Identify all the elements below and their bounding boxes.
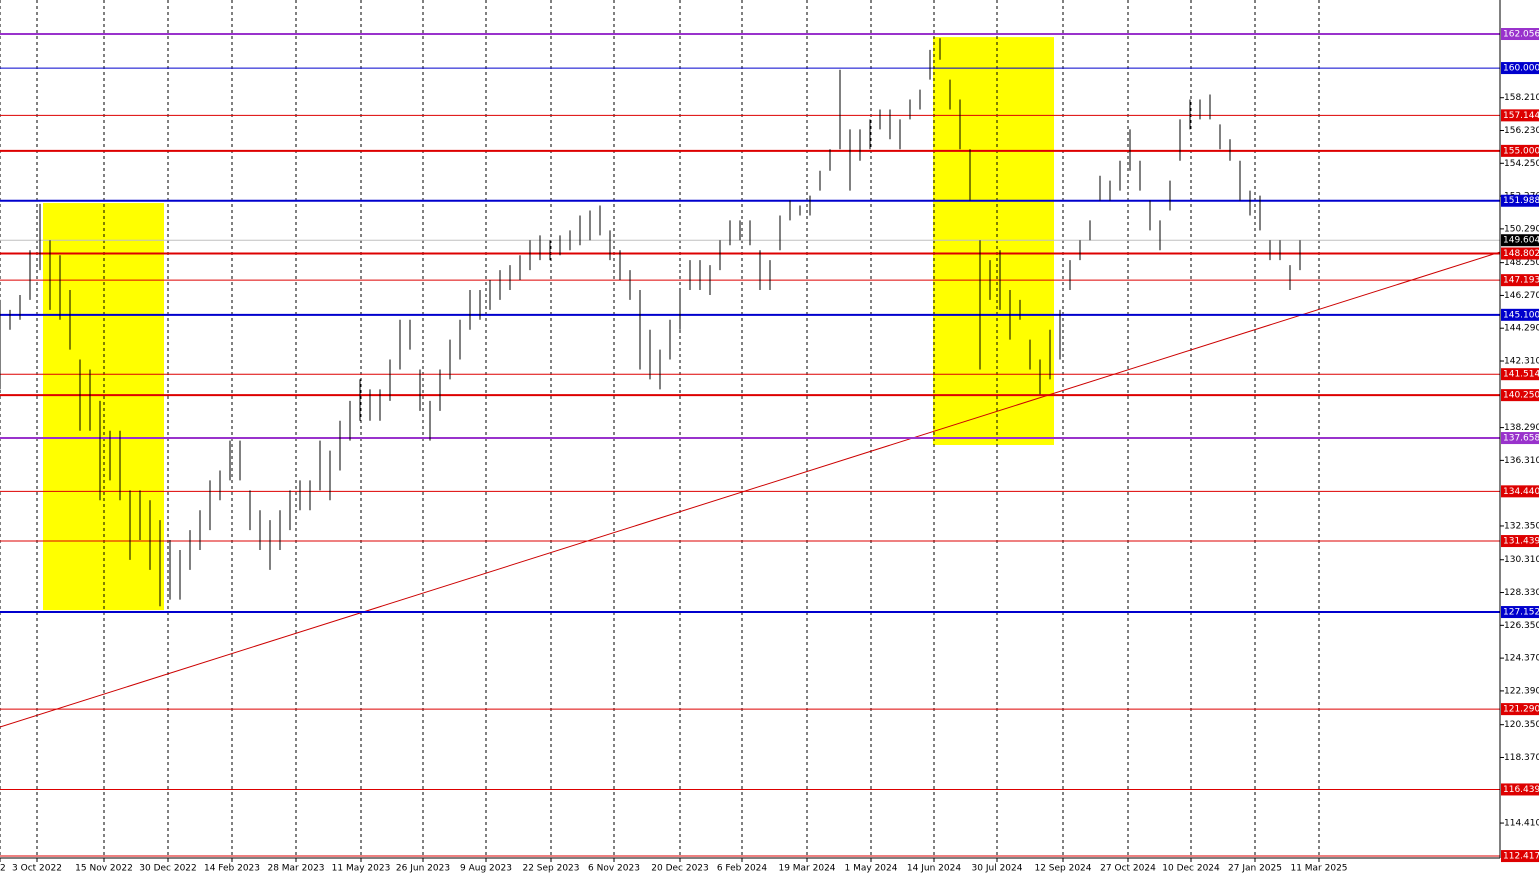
y-tick-label: 128.330 bbox=[1504, 588, 1539, 598]
x-tick-label: 19 Mar 2024 bbox=[778, 864, 835, 873]
x-tick-label: 11 Mar 2025 bbox=[1290, 864, 1347, 873]
level-label-box bbox=[1501, 308, 1539, 321]
y-tick-label: 132.350 bbox=[1504, 521, 1539, 531]
x-tick-label: 15 Nov 2022 bbox=[75, 864, 133, 873]
x-tick-label: 10 Dec 2024 bbox=[1162, 864, 1220, 873]
y-tick-label: 126.350 bbox=[1504, 621, 1539, 631]
level-label: 160.000 bbox=[1503, 64, 1539, 74]
y-tick-label: 138.290 bbox=[1504, 423, 1539, 433]
x-tick-label: 22 Sep 2023 bbox=[522, 864, 579, 873]
level-label: 162.056 bbox=[1503, 30, 1539, 40]
level-label-box bbox=[1501, 432, 1539, 445]
level-label: 116.439 bbox=[1503, 785, 1539, 795]
level-label-box bbox=[1501, 234, 1539, 247]
level-label: 121.290 bbox=[1503, 705, 1539, 715]
level-label-box bbox=[1501, 144, 1539, 157]
y-tick-label: 136.310 bbox=[1504, 456, 1539, 466]
y-tick-label: 148.250 bbox=[1504, 258, 1539, 268]
level-label-box bbox=[1501, 274, 1539, 287]
level-label-box bbox=[1501, 703, 1539, 716]
level-label: 145.100 bbox=[1503, 310, 1539, 320]
y-tick-label: 130.310 bbox=[1504, 555, 1539, 565]
y-tick-label: 156.230 bbox=[1504, 126, 1539, 136]
x-tick-label: 30 Jul 2024 bbox=[972, 864, 1023, 873]
level-label: 134.440 bbox=[1503, 487, 1539, 497]
x-tick-label: 3 Oct 2022 bbox=[12, 864, 62, 873]
level-label-box bbox=[1501, 485, 1539, 498]
x-tick-label: 30 Dec 2022 bbox=[139, 864, 197, 873]
level-label: 147.193 bbox=[1503, 276, 1539, 286]
y-tick-label: 124.370 bbox=[1504, 654, 1539, 664]
level-label: 127.152 bbox=[1503, 608, 1539, 618]
level-label: 155.000 bbox=[1503, 146, 1539, 156]
level-label-box bbox=[1501, 535, 1539, 548]
x-tick-label: 27 Jan 2025 bbox=[1228, 864, 1282, 873]
y-tick-label: 118.370 bbox=[1504, 753, 1539, 763]
x-tick-label: 14 Feb 2023 bbox=[204, 864, 260, 873]
x-tick-label: 6 Feb 2024 bbox=[717, 864, 768, 873]
level-label-box bbox=[1501, 247, 1539, 260]
level-label: 131.439 bbox=[1503, 537, 1539, 547]
level-label: 157.144 bbox=[1503, 111, 1539, 121]
y-tick-label: 142.310 bbox=[1504, 357, 1539, 367]
x-tick-label: 28 Mar 2023 bbox=[267, 864, 324, 873]
x-tick-label: 2 bbox=[0, 864, 6, 873]
x-tick-label: 6 Nov 2023 bbox=[588, 864, 640, 873]
x-tick-label: 20 Dec 2023 bbox=[651, 864, 709, 873]
level-label-box bbox=[1501, 109, 1539, 122]
y-tick-label: 158.210 bbox=[1504, 93, 1539, 103]
highlight-zone bbox=[933, 37, 1054, 445]
level-label-box bbox=[1501, 606, 1539, 619]
y-tick-label: 150.290 bbox=[1504, 224, 1539, 234]
level-label: 151.988 bbox=[1503, 196, 1539, 206]
level-label-box bbox=[1501, 28, 1539, 41]
x-tick-label: 12 Sep 2024 bbox=[1034, 864, 1091, 873]
x-tick-label: 1 May 2024 bbox=[845, 864, 898, 873]
x-tick-label: 11 May 2023 bbox=[332, 864, 391, 873]
level-label: 137.658 bbox=[1503, 434, 1539, 444]
level-label: 141.514 bbox=[1503, 370, 1539, 380]
x-tick-label: 9 Aug 2023 bbox=[460, 864, 512, 873]
level-label-box bbox=[1501, 368, 1539, 381]
y-tick-label: 146.270 bbox=[1504, 291, 1539, 301]
level-label-box bbox=[1501, 62, 1539, 75]
level-label: 149.604 bbox=[1503, 236, 1539, 246]
y-tick-label: 144.290 bbox=[1504, 324, 1539, 334]
level-label-box bbox=[1501, 783, 1539, 796]
x-tick-label: 26 Jun 2023 bbox=[396, 864, 450, 873]
trendline bbox=[0, 251, 1501, 728]
x-tick-label: 14 Jun 2024 bbox=[907, 864, 961, 873]
level-label-box bbox=[1501, 850, 1539, 863]
level-label-box bbox=[1501, 194, 1539, 207]
level-label: 148.802 bbox=[1503, 249, 1539, 259]
level-label: 140.250 bbox=[1503, 391, 1539, 401]
y-tick-label: 154.250 bbox=[1504, 159, 1539, 169]
level-label: 112.417 bbox=[1503, 852, 1539, 862]
y-tick-label: 114.410 bbox=[1504, 819, 1539, 829]
y-tick-label: 122.390 bbox=[1504, 686, 1539, 696]
y-tick-label: 120.350 bbox=[1504, 720, 1539, 730]
level-label-box bbox=[1501, 389, 1539, 402]
x-tick-label: 27 Oct 2024 bbox=[1100, 864, 1156, 873]
